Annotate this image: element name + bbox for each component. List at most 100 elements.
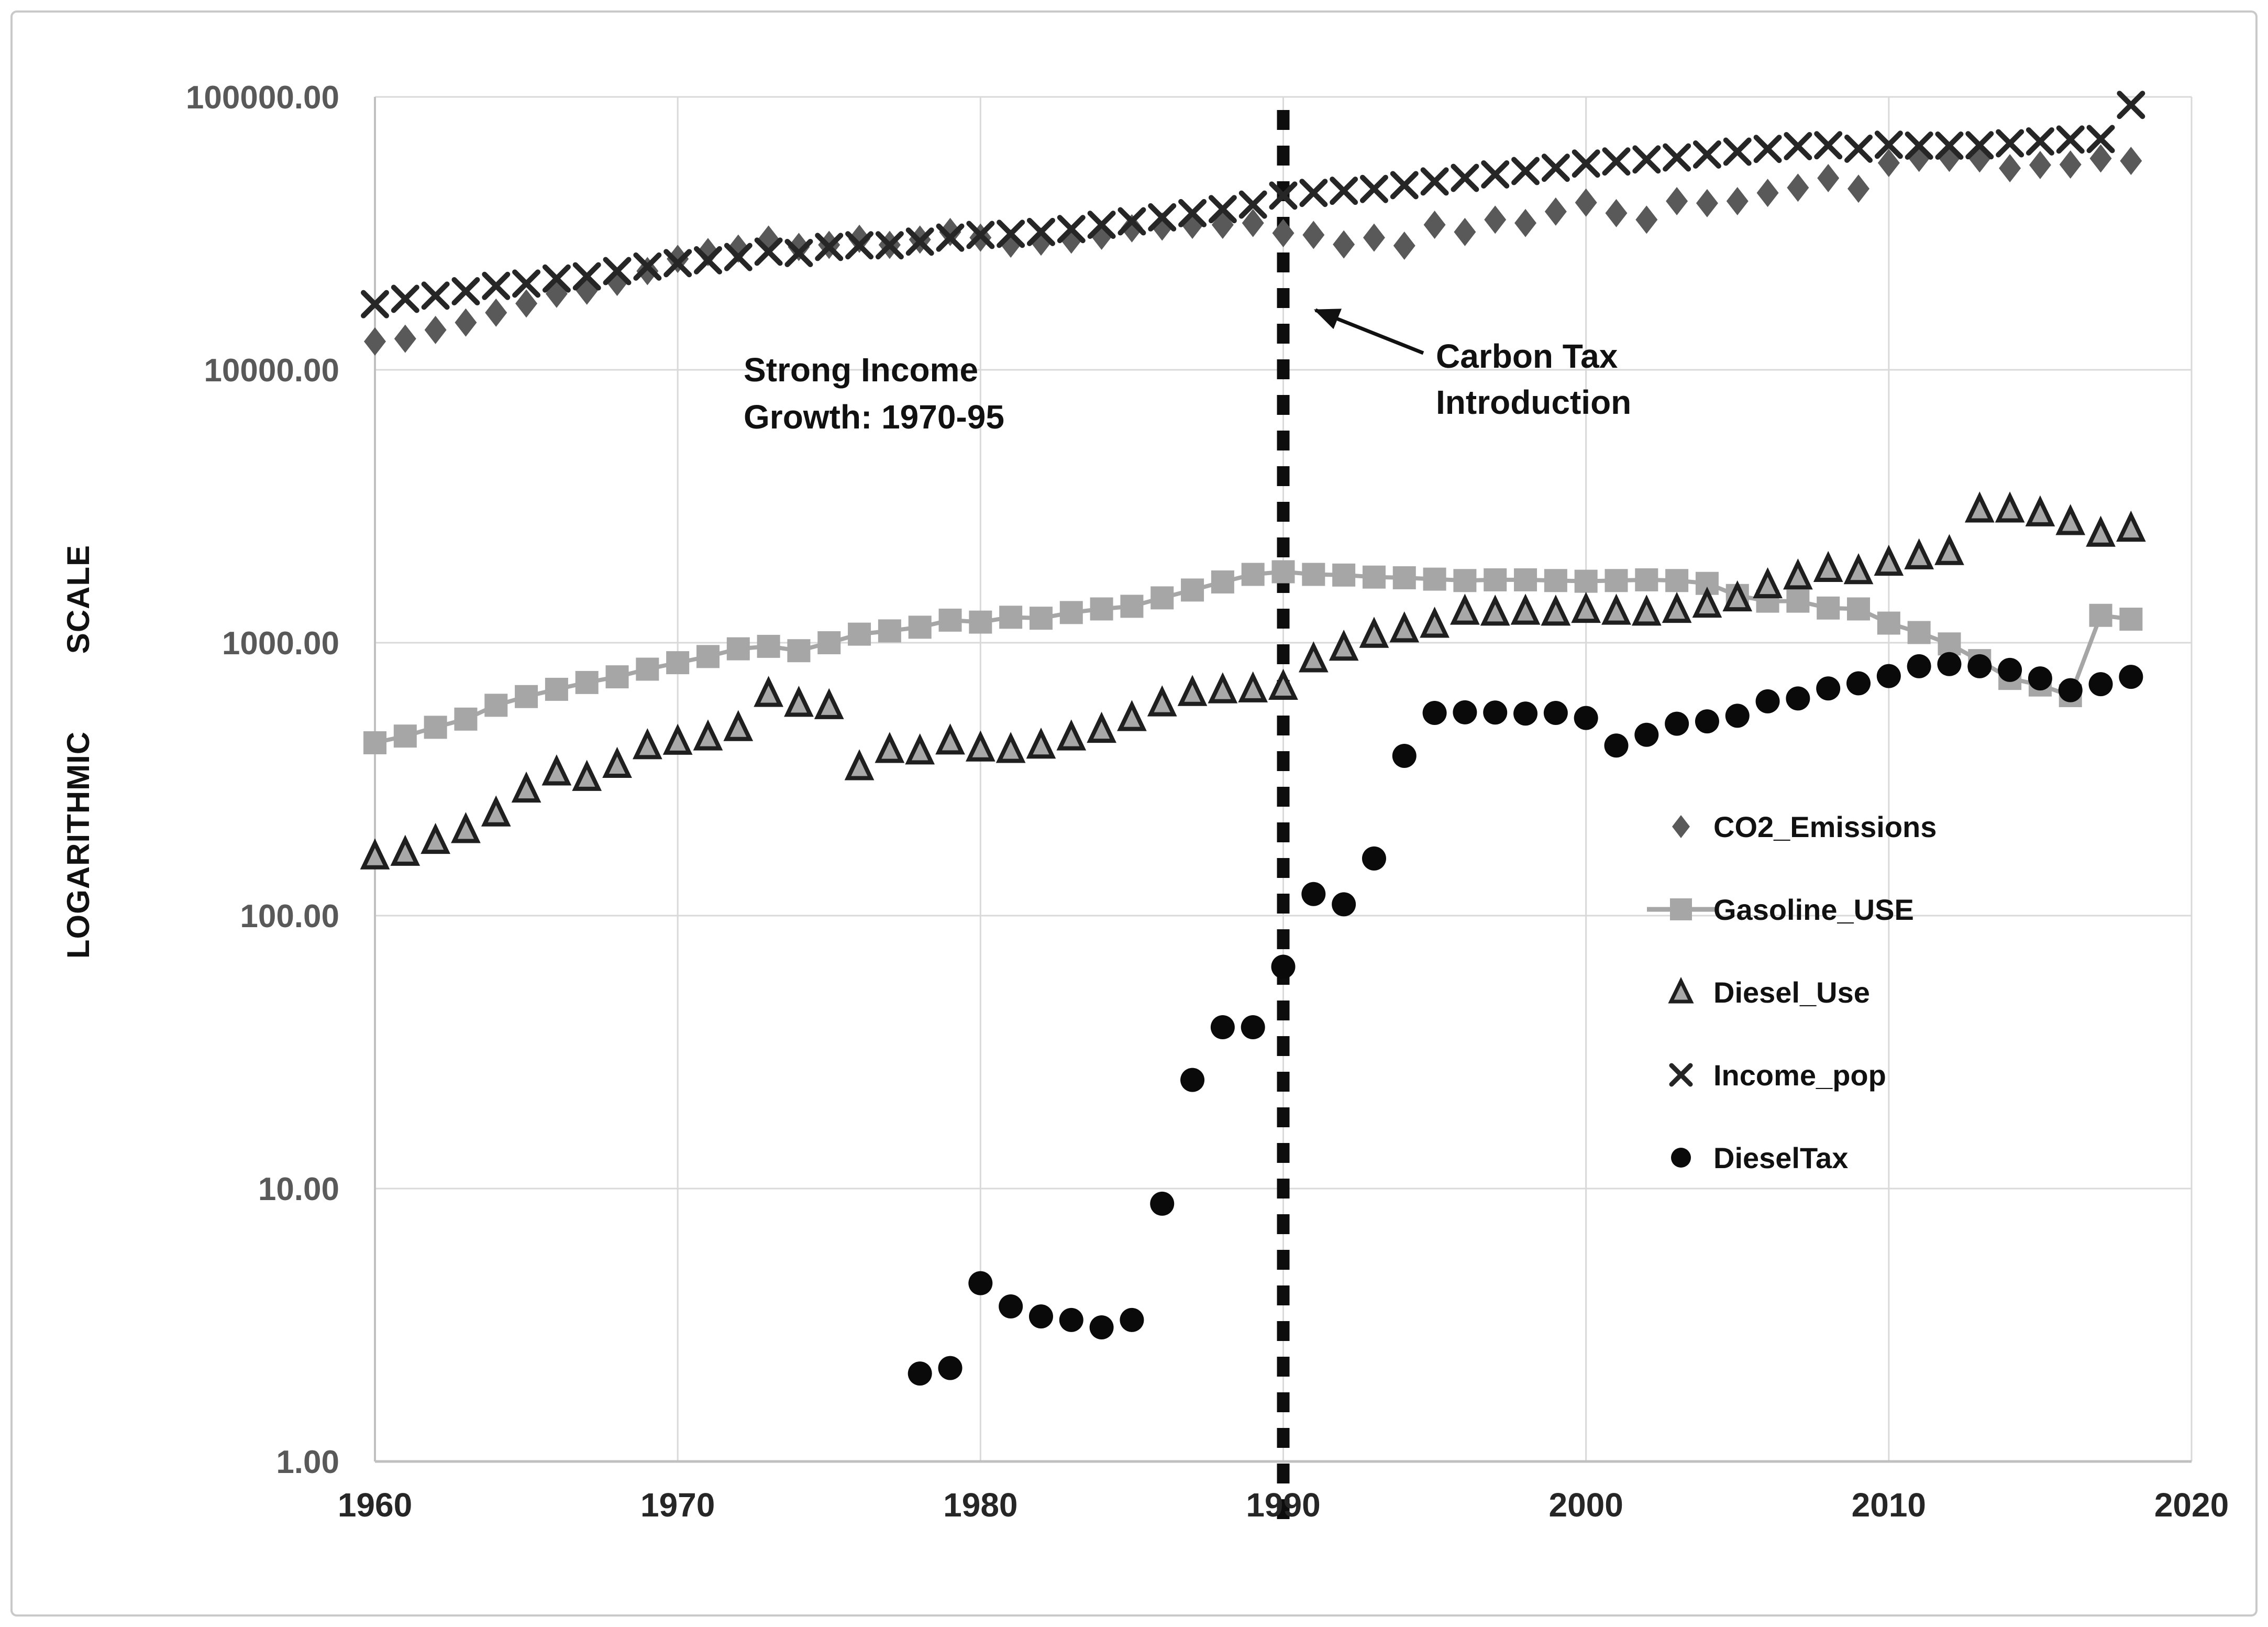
x-marker [1330,177,1358,205]
x-marker [936,223,965,252]
circle-marker [2119,665,2143,689]
triangle-marker [784,686,814,717]
triangle-marker [1480,595,1510,626]
square-marker [1241,563,1265,586]
circle-marker [1028,1304,1053,1329]
circle-marker [1725,703,1750,728]
legend-item-Income_pop: Income_pop [1669,1059,1886,1092]
circle-marker [1210,1015,1235,1040]
diamond-marker [1302,221,1325,249]
x-marker [1299,179,1328,207]
square-marker [1484,568,1507,591]
square-marker [1907,621,1931,644]
triangle-marker [1964,491,1995,523]
x-marker [1844,134,1873,163]
square-marker [1059,601,1083,624]
x-tick-label: 1990 [1246,1486,1320,1524]
square-marker [1271,560,1295,584]
square-marker [636,657,659,681]
data-series-layer [360,91,2146,1386]
x-marker [1663,143,1691,172]
square-marker [1362,565,1386,589]
x-marker [875,231,904,260]
x-marker [542,264,571,293]
circle-marker [1513,701,1538,726]
triangle-marker [2025,495,2055,526]
square-marker [1514,568,1537,591]
square-marker [2089,603,2112,627]
triangle-marker [1026,728,1056,759]
triangle-marker [662,723,693,755]
diamond-marker [1333,230,1355,259]
series-Diesel_Use [360,491,2146,870]
square-marker [1392,566,1416,589]
triangle-marker [844,749,875,780]
square-marker [1332,563,1356,587]
x-tick-label: 1980 [943,1486,1017,1524]
diamond-marker [364,327,386,356]
legend-diamond-icon [1672,815,1690,838]
x-marker [421,281,450,310]
x-marker [1935,131,1964,160]
circle-marker [1937,652,1962,676]
diamond-marker [939,217,961,246]
circle-marker [2088,672,2113,697]
x-marker [1390,171,1419,200]
y-tick-label: 1.00 [276,1444,339,1480]
square-marker [817,631,841,654]
diamond-marker [1272,218,1295,247]
series-CO2_Emissions [364,144,2142,356]
diamond-marker [2059,150,2082,179]
legend: CO2_Emissions Gasoline_USE Diesel_Use Incom… [1647,810,1937,1174]
diamond-marker [2120,147,2142,175]
diamond-marker [515,289,538,318]
square-marker [1029,607,1053,630]
square-marker [999,606,1023,629]
x-tick-label: 2000 [1548,1486,1623,1524]
diamond-marker [1999,154,2021,183]
circle-marker [968,1271,993,1295]
circle-marker [1574,706,1598,730]
triangle-marker [451,812,481,843]
legend-label: DieselTax [1713,1141,1848,1174]
circle-marker [1483,700,1508,725]
triangle-marker [935,723,965,755]
circle-marker [1876,664,1901,688]
series-Income_pop [361,91,2145,318]
square-marker [605,665,629,689]
triangle-marker [1510,593,1541,625]
x-tick-label: 1970 [640,1486,715,1524]
triangle-marker [633,728,662,760]
circle-marker [1816,676,1841,701]
x-marker [1026,217,1055,246]
diamond-marker [1635,205,1658,234]
legend-circle-icon [1671,1148,1691,1168]
x-marker [1238,190,1267,219]
x-marker [1208,195,1237,224]
square-marker [696,645,720,668]
circle-marker [1543,701,1568,725]
diamond-marker [1847,174,1870,203]
triangle-marker [723,710,754,741]
square-marker [757,634,780,658]
triangle-marker [481,795,511,827]
square-marker [2119,608,2143,631]
triangle-marker [602,746,632,778]
square-marker [1635,568,1658,591]
legend-label: CO2_Emissions [1713,810,1937,843]
triangle-marker [1813,551,1843,582]
x-marker [1965,131,1994,160]
triangle-marker [1692,586,1722,618]
x-marker [1784,132,1812,161]
diamond-marker [1363,223,1385,252]
triangle-marker [754,676,783,707]
circle-marker [1786,686,1810,711]
annotation-strong-income-line1: Strong Income [744,351,978,389]
triangle-marker [1298,641,1329,673]
square-marker [484,694,508,717]
x-marker [1541,153,1570,182]
triangle-marker [360,838,390,870]
series-DieselTax [908,652,2143,1386]
triangle-marker [875,732,905,763]
